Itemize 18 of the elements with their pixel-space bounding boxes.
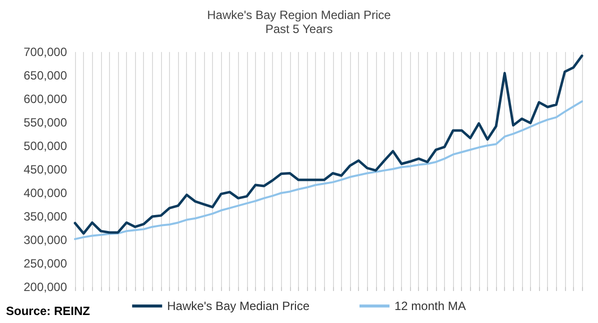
y-tick-label: 300,000 bbox=[24, 233, 68, 247]
y-tick-label: 350,000 bbox=[24, 210, 68, 224]
y-tick-label: 550,000 bbox=[24, 116, 68, 130]
y-tick-label: 400,000 bbox=[24, 186, 68, 200]
y-tick-label: 700,000 bbox=[24, 45, 68, 59]
source-note: Source: REINZ bbox=[6, 304, 90, 318]
line-series bbox=[74, 54, 584, 235]
chart-subtitle: Past 5 Years bbox=[265, 22, 333, 36]
line-series bbox=[74, 100, 583, 240]
y-tick-label: 600,000 bbox=[24, 92, 68, 106]
y-tick-label: 250,000 bbox=[24, 256, 68, 270]
y-tick-label: 500,000 bbox=[24, 139, 68, 153]
legend-label: Hawke's Bay Median Price bbox=[167, 299, 310, 313]
y-tick-label: 650,000 bbox=[24, 68, 68, 82]
chart-title: Hawke's Bay Region Median Price bbox=[207, 8, 392, 22]
y-tick-label: 450,000 bbox=[24, 162, 68, 176]
legend-label: 12 month MA bbox=[394, 299, 466, 313]
y-tick-label: 200,000 bbox=[24, 280, 68, 294]
